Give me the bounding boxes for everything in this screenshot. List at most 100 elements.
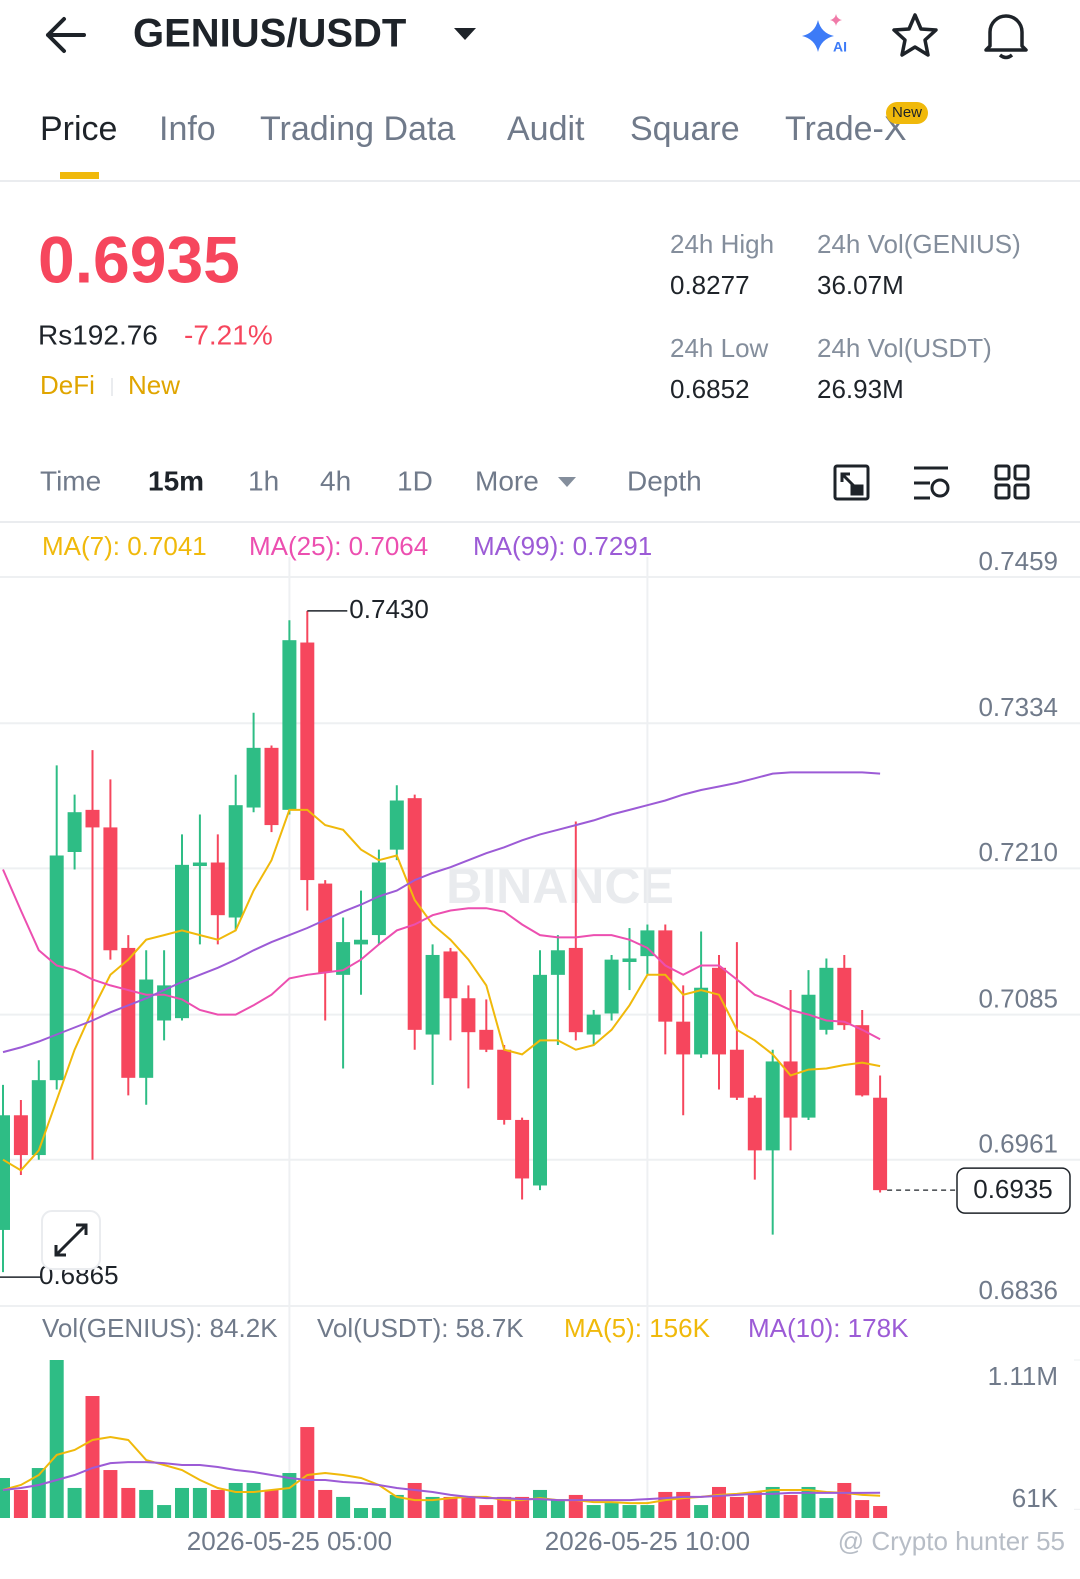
expand-button[interactable] xyxy=(41,1210,101,1270)
candle-body xyxy=(604,959,619,1014)
back-button[interactable] xyxy=(46,17,86,53)
candle-body xyxy=(497,1049,512,1120)
volume-bar xyxy=(676,1491,691,1518)
candle-body xyxy=(425,954,440,1035)
candle-body xyxy=(121,947,136,1078)
pair-dropdown[interactable] xyxy=(454,28,476,40)
y-tick-label: 0.7210 xyxy=(978,837,1058,867)
candle-body xyxy=(85,809,100,828)
stat-value: 0.8277 xyxy=(670,270,750,300)
interval[interactable]: More xyxy=(475,465,539,496)
candle-body xyxy=(461,998,476,1033)
volume-bar xyxy=(819,1498,834,1518)
favorite-star[interactable] xyxy=(892,13,938,57)
tab[interactable]: Square xyxy=(630,110,740,148)
interval[interactable]: Depth xyxy=(627,465,702,496)
more-dropdown[interactable] xyxy=(558,477,576,487)
y-tick-label: 0.6961 xyxy=(978,1129,1058,1159)
tab[interactable]: Audit xyxy=(507,110,585,148)
fiat-price: Rs192.76 xyxy=(38,319,158,350)
volume-bar xyxy=(336,1496,351,1518)
volume-bar xyxy=(550,1500,565,1518)
candle-body xyxy=(103,827,118,951)
volume-bar xyxy=(497,1496,512,1518)
volume-bar xyxy=(121,1487,136,1518)
volume-bar xyxy=(228,1482,243,1518)
volume-bar xyxy=(461,1496,476,1518)
candle-body xyxy=(67,812,82,852)
tab[interactable]: Info xyxy=(159,110,216,148)
alert-bell[interactable] xyxy=(984,14,1028,60)
candle-body xyxy=(192,862,207,867)
candle-body xyxy=(676,1021,691,1055)
y-tick-label: 0.6836 xyxy=(978,1275,1058,1305)
candle-body xyxy=(568,947,583,1033)
interval[interactable]: Time xyxy=(40,465,101,496)
pair-title[interactable]: GENIUS/USDT xyxy=(133,12,406,56)
interval[interactable]: 1D xyxy=(397,465,433,496)
tab[interactable]: Price xyxy=(40,110,117,148)
legend-entry: Vol(GENIUS): 84.2K xyxy=(42,1313,278,1343)
volume-bar xyxy=(282,1473,297,1518)
volume-bar xyxy=(103,1470,118,1518)
tab[interactable]: Trade-X xyxy=(785,110,907,148)
candle-body xyxy=(13,1115,28,1156)
volume-bar xyxy=(175,1487,189,1518)
volume-bar xyxy=(425,1496,440,1518)
layout-icon[interactable] xyxy=(994,464,1030,500)
volume-bar xyxy=(515,1496,530,1518)
candle-body xyxy=(49,855,64,1081)
candle-body xyxy=(31,1080,46,1156)
interval[interactable]: 1h xyxy=(248,465,279,496)
fullscreen-icon[interactable] xyxy=(833,464,870,501)
volume-bar xyxy=(658,1491,673,1518)
ai-button[interactable]: AI xyxy=(802,14,847,55)
legend-entry: MA(25): 0.7064 xyxy=(249,531,428,561)
x-tick-label: 2026-05-25 05:00 xyxy=(187,1526,392,1556)
stat-value: 26.93M xyxy=(817,374,904,404)
interval[interactable]: 4h xyxy=(320,465,351,496)
settings-icon[interactable] xyxy=(914,466,950,500)
y-tick-label: 61K xyxy=(1012,1483,1059,1513)
candle-body xyxy=(819,967,834,1030)
icon-lines xyxy=(914,466,948,500)
volume-bar xyxy=(139,1489,154,1518)
volume-bar xyxy=(640,1505,655,1518)
candle-body xyxy=(210,862,225,916)
candle-body xyxy=(371,862,386,936)
candle-body xyxy=(300,642,315,881)
volume-bar xyxy=(801,1486,816,1518)
candle-body xyxy=(640,930,655,957)
volume-bar xyxy=(622,1505,637,1518)
volume-bar xyxy=(783,1494,798,1518)
tag[interactable]: DeFi xyxy=(40,370,95,400)
volume-bar xyxy=(765,1486,780,1518)
last-price-label: 0.6935 xyxy=(973,1174,1053,1204)
candle-body xyxy=(550,950,565,975)
volume-bar xyxy=(85,1396,100,1518)
tag[interactable]: New xyxy=(128,370,180,400)
candle-body xyxy=(694,987,709,1055)
bell-body xyxy=(984,14,1028,52)
tab[interactable]: Trading Data xyxy=(260,110,455,148)
candle-body xyxy=(765,1061,780,1151)
volume-bar xyxy=(318,1489,333,1518)
volume-bar xyxy=(712,1486,726,1518)
volume-bar xyxy=(747,1491,762,1518)
interval[interactable]: 15m xyxy=(148,465,204,496)
ai-sparkle xyxy=(802,20,834,52)
footer-watermark: @ Crypto hunter 55 xyxy=(838,1526,1065,1556)
candle-body xyxy=(837,967,852,1026)
expand-arrows xyxy=(54,1223,88,1257)
stat-value: 0.6852 xyxy=(670,374,750,404)
candle-body xyxy=(389,800,404,850)
stat-label: 24h Vol(USDT) xyxy=(817,333,992,363)
candle-body xyxy=(443,951,458,999)
legend-entry: MA(7): 0.7041 xyxy=(42,531,207,561)
new-badge-text: New xyxy=(892,104,922,121)
price-chart: BINANCE 0.7459 0.7334 0.7210 0.7085 0.6961 0.6… xyxy=(0,531,1080,1556)
volume-bar xyxy=(568,1494,583,1518)
candle-body xyxy=(407,798,422,1030)
legend-entry: MA(5): 156K xyxy=(564,1313,711,1343)
volume-bar xyxy=(855,1500,870,1518)
